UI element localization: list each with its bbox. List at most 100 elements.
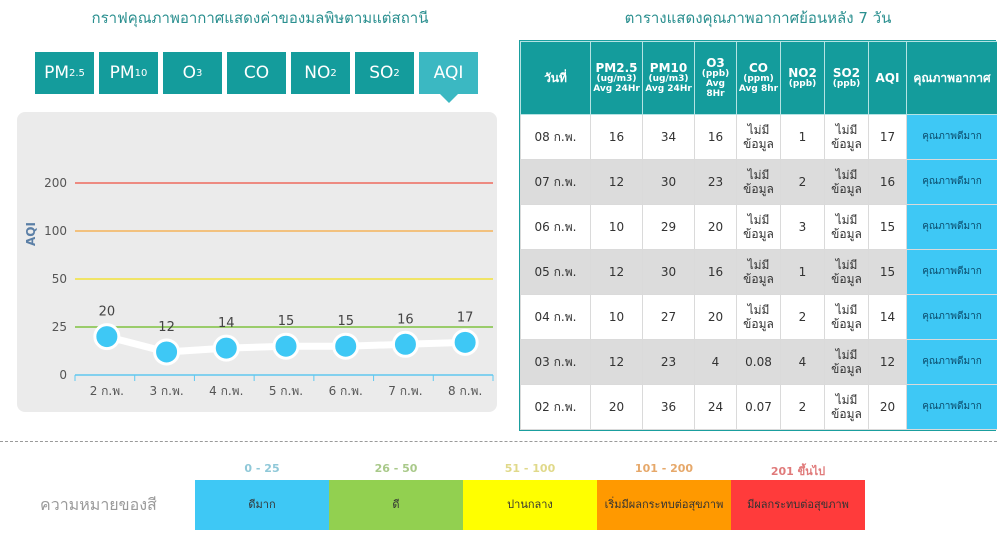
y-tick-label: 25 bbox=[52, 320, 67, 334]
column-header-label: SO2 bbox=[832, 66, 861, 80]
table-cell: 10 bbox=[590, 294, 643, 340]
quality-cell: คุณภาพดีมาก bbox=[906, 204, 997, 250]
tab-co[interactable]: CO bbox=[227, 52, 286, 94]
tab-label: PM bbox=[44, 63, 69, 83]
table-cell: 23 bbox=[642, 339, 695, 385]
quality-cell: คุณภาพดีมาก bbox=[906, 384, 997, 430]
legend-color-box: ดีมาก bbox=[195, 480, 329, 530]
table-row: 02 ก.พ. 20 36 24 0.07 2 ไม่มีข้อมูล 20 คุณภาพดีม… bbox=[520, 384, 997, 430]
table-cell: 10 bbox=[590, 204, 643, 250]
x-tick-label: 5 ก.พ. bbox=[269, 384, 303, 398]
table-cell: 12 bbox=[590, 249, 643, 295]
table-cell: 20 bbox=[868, 384, 907, 430]
table-cell: ไม่มีข้อมูล bbox=[824, 294, 869, 340]
y-tick-label: 50 bbox=[52, 272, 67, 286]
column-header: คุณภาพอากาศ bbox=[906, 41, 997, 115]
table-cell: 1 bbox=[780, 249, 825, 295]
tab-subscript: 2.5 bbox=[69, 67, 85, 79]
legend-range: 0 - 25 bbox=[244, 462, 280, 475]
tab-aqi[interactable]: AQI bbox=[419, 52, 478, 103]
column-header-label: O3 bbox=[706, 56, 725, 70]
legend-title: ความหมายของสี bbox=[40, 495, 157, 514]
table-cell: 23 bbox=[694, 159, 737, 205]
tab-pm10[interactable]: PM 10 bbox=[99, 52, 158, 94]
tab-label: AQI bbox=[433, 63, 464, 83]
column-header-label: NO2 bbox=[788, 66, 817, 80]
table-cell: 04 ก.พ. bbox=[520, 294, 591, 340]
data-point bbox=[332, 332, 360, 360]
table-cell: 4 bbox=[780, 339, 825, 385]
legend-color-box: มีผลกระทบต่อสุขภาพ bbox=[731, 480, 865, 530]
table-cell: ไม่มีข้อมูล bbox=[736, 294, 781, 340]
column-header-label: CO bbox=[748, 61, 768, 75]
column-header-label: คุณภาพอากาศ bbox=[913, 71, 991, 85]
chart-panel bbox=[17, 112, 497, 412]
legend-color-box: ดี bbox=[329, 480, 463, 530]
x-tick-label: 8 ก.พ. bbox=[448, 384, 482, 398]
table-cell: 20 bbox=[694, 294, 737, 340]
table-cell: 14 bbox=[868, 294, 907, 340]
table-cell: 15 bbox=[868, 249, 907, 295]
tab-pm25[interactable]: PM 2.5 bbox=[35, 52, 94, 94]
x-tick-label: 3 ก.พ. bbox=[149, 384, 183, 398]
table-cell: ไม่มีข้อมูล bbox=[824, 249, 869, 295]
table-row: 08 ก.พ. 16 34 16 ไม่มีข้อมูล 1 ไม่มีข้อมูล 17 คุ… bbox=[520, 114, 997, 160]
column-header: SO2 (ppb) bbox=[824, 41, 869, 115]
table-cell: 17 bbox=[868, 114, 907, 160]
data-point bbox=[212, 334, 240, 362]
table-row: 04 ก.พ. 10 27 20 ไม่มีข้อมูล 2 ไม่มีข้อมูล 14 คุ… bbox=[520, 294, 997, 340]
tab-so2[interactable]: SO 2 bbox=[355, 52, 414, 94]
table-cell: ไม่มีข้อมูล bbox=[736, 114, 781, 160]
table-cell: 12 bbox=[868, 339, 907, 385]
column-header: NO2 (ppb) bbox=[780, 41, 825, 115]
y-tick-label: 200 bbox=[44, 176, 67, 190]
data-point bbox=[93, 323, 121, 351]
table-cell: 27 bbox=[642, 294, 695, 340]
column-header-label: PM2.5 bbox=[595, 61, 638, 75]
x-tick-label: 2 ก.พ. bbox=[90, 384, 124, 398]
data-label: 15 bbox=[337, 314, 354, 329]
table-cell: 1 bbox=[780, 114, 825, 160]
table-cell: 30 bbox=[642, 159, 695, 205]
column-header: PM10 (ug/m3) Avg 24Hr bbox=[642, 41, 695, 115]
data-label: 15 bbox=[278, 314, 295, 329]
table-title: ตารางแสดงคุณภาพอากาศย้อนหลัง 7 วัน bbox=[624, 9, 892, 27]
legend-color-box: ปานกลาง bbox=[463, 480, 597, 530]
table-cell: 20 bbox=[694, 204, 737, 250]
table-cell: ไม่มีข้อมูล bbox=[824, 159, 869, 205]
tab-no2[interactable]: NO 2 bbox=[291, 52, 350, 94]
data-label: 12 bbox=[158, 320, 175, 335]
table-row: 05 ก.พ. 12 30 16 ไม่มีข้อมูล 1 ไม่มีข้อมูล 15 คุ… bbox=[520, 249, 997, 295]
x-tick-label: 4 ก.พ. bbox=[209, 384, 243, 398]
column-header-unit: (ppb) bbox=[832, 79, 861, 89]
tab-subscript: 3 bbox=[196, 67, 203, 79]
history-table-container: วันที่ PM2.5 (ug/m3) Avg 24Hr PM10 (ug/m3) A… bbox=[519, 40, 997, 431]
tab-label: O bbox=[182, 63, 196, 83]
table-cell: 2 bbox=[780, 294, 825, 340]
table-cell: 16 bbox=[694, 114, 737, 160]
tab-label: CO bbox=[243, 63, 270, 83]
table-cell: 29 bbox=[642, 204, 695, 250]
table-cell: 36 bbox=[642, 384, 695, 430]
table-cell: 08 ก.พ. bbox=[520, 114, 591, 160]
table-cell: 0.07 bbox=[736, 384, 781, 430]
table-cell: 05 ก.พ. bbox=[520, 249, 591, 295]
quality-cell: คุณภาพดีมาก bbox=[906, 159, 997, 205]
table-cell: ไม่มีข้อมูล bbox=[736, 159, 781, 205]
data-point bbox=[272, 332, 300, 360]
table-cell: 03 ก.พ. bbox=[520, 339, 591, 385]
table-cell: 34 bbox=[642, 114, 695, 160]
legend-range: 26 - 50 bbox=[374, 462, 418, 475]
data-label: 17 bbox=[457, 310, 474, 325]
table-cell: 16 bbox=[868, 159, 907, 205]
data-label: 20 bbox=[99, 305, 116, 320]
table-cell: ไม่มีข้อมูล bbox=[736, 204, 781, 250]
column-header-label: วันที่ bbox=[544, 71, 567, 85]
table-cell: ไม่มีข้อมูล bbox=[824, 339, 869, 385]
y-axis-label: AQI bbox=[24, 222, 38, 246]
data-label: 16 bbox=[397, 312, 414, 327]
legend-range: 101 - 200 bbox=[634, 462, 694, 475]
tab-subscript: 2 bbox=[393, 67, 400, 79]
